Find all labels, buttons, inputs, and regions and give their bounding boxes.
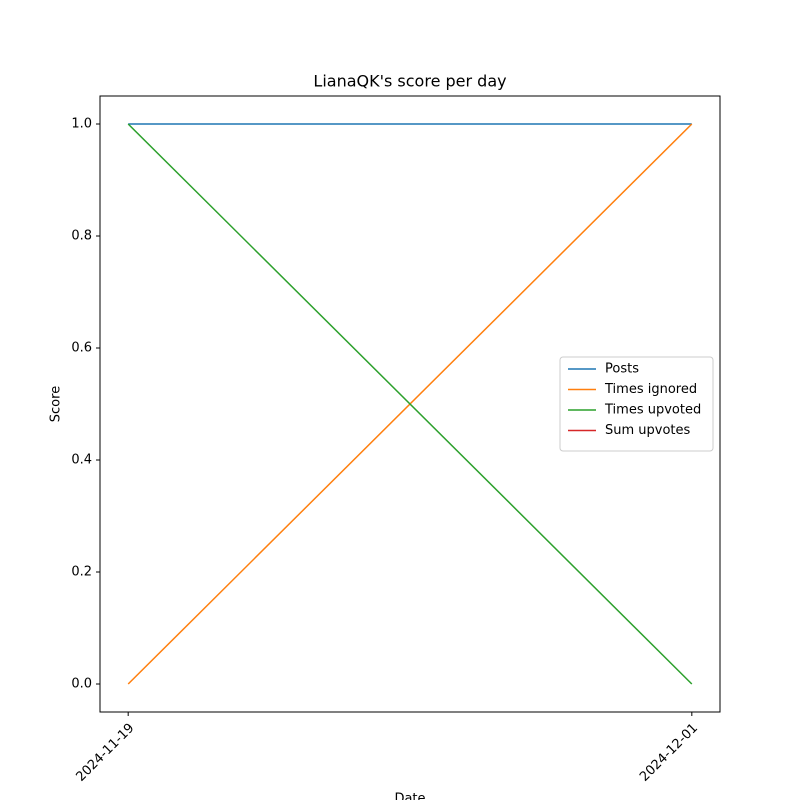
- series-line: [127, 123, 693, 685]
- legend-label: Sum upvotes: [605, 423, 691, 438]
- y-tick-label: 0.8: [71, 229, 92, 244]
- legend-label: Times upvoted: [604, 403, 701, 418]
- y-tick-label: 0.2: [71, 565, 92, 580]
- legend-box: [559, 356, 714, 452]
- y-tick-label: 0.4: [71, 453, 92, 468]
- y-axis-label: Score: [49, 386, 64, 422]
- y-tick-label: 1.0: [71, 117, 92, 132]
- y-tick-label: 0.0: [71, 677, 92, 692]
- y-tick-label: 0.6: [71, 341, 92, 356]
- legend-label: Times ignored: [604, 382, 697, 397]
- x-axis-label: Date: [394, 792, 425, 800]
- chart-title: LianaQK's score per day: [313, 72, 506, 91]
- legend-label: Posts: [605, 362, 639, 377]
- plot-frame: [99, 95, 721, 713]
